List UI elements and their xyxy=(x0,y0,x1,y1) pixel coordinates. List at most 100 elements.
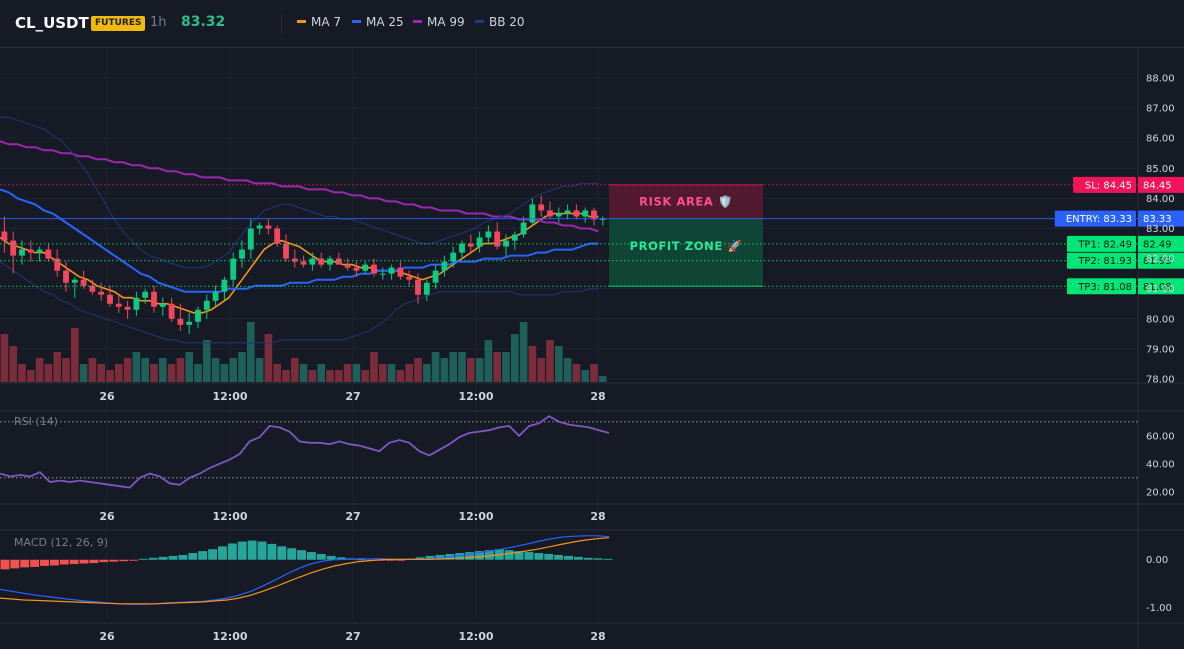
candle-body xyxy=(247,228,254,250)
candle-body xyxy=(300,261,307,265)
price-tick-label: 78.00 xyxy=(1146,374,1175,385)
candle-body xyxy=(45,249,52,259)
macd-histogram-bar xyxy=(257,541,267,560)
candle-body xyxy=(485,231,492,238)
profit-zone-label: PROFIT ZONE 🚀 xyxy=(630,239,743,253)
volume-bar xyxy=(0,334,9,382)
legend-swatch xyxy=(297,20,306,23)
level-tag-label: SL: 84.45 xyxy=(1085,180,1132,191)
macd-histogram-bar xyxy=(208,549,218,560)
macd-histogram-bar xyxy=(178,554,188,560)
legend-ma99[interactable]: MA 99 xyxy=(413,15,465,29)
volume-bar xyxy=(458,352,466,382)
macd-histogram-bar xyxy=(465,552,475,560)
macd-histogram-bar xyxy=(455,553,465,560)
volume-bar xyxy=(317,364,325,382)
indicator-lines-layer xyxy=(0,116,599,344)
macd-histogram-bar xyxy=(554,554,564,560)
axis-price-tag-label: 82.49 xyxy=(1143,239,1172,250)
macd-histogram-bar xyxy=(158,556,168,560)
time-tick-label: 28 xyxy=(590,510,605,523)
macd-histogram-bar xyxy=(188,553,198,560)
candle-body xyxy=(327,258,333,265)
candle-body xyxy=(432,270,439,283)
time-tick-label: 26 xyxy=(99,630,115,643)
volume-bar xyxy=(247,322,255,382)
timeframe-label[interactable]: 1h xyxy=(150,15,167,30)
macd-signal-line xyxy=(0,537,610,605)
volume-bar xyxy=(590,364,598,382)
axis-price-tag xyxy=(1138,235,1184,252)
time-tick-label: 28 xyxy=(590,390,605,403)
time-tick-label: 12:00 xyxy=(458,630,493,643)
macd-histogram-bar xyxy=(30,559,40,567)
volume-bar xyxy=(431,352,440,382)
volume-bar xyxy=(71,328,79,382)
candle-body xyxy=(133,297,140,310)
time-tick-label: 27 xyxy=(345,630,360,643)
candle-body xyxy=(274,228,281,244)
macd-histogram-bar xyxy=(237,541,247,560)
legend-label: MA 25 xyxy=(366,15,404,29)
time-tick-label: 27 xyxy=(345,510,360,523)
candle-body xyxy=(573,210,580,217)
volume-bar xyxy=(440,358,449,382)
candle-body xyxy=(379,273,386,275)
volume-bar xyxy=(194,364,202,382)
macd-histogram-bar xyxy=(593,558,603,560)
axis-price-tag-label: 84.45 xyxy=(1143,180,1172,191)
candle-body xyxy=(582,210,589,217)
candle-body xyxy=(230,258,237,280)
axis-layer: 88.00 87.00 86.00 85.00 84.00 83.00 82.00 81.00… xyxy=(99,74,1174,643)
volume-bar xyxy=(546,340,554,382)
current-price: 83.32 xyxy=(181,14,226,30)
volume-bar xyxy=(229,358,237,382)
macd-histogram-bar xyxy=(484,550,494,560)
price-tick-label: 87.00 xyxy=(1146,104,1175,115)
volume-bar xyxy=(502,352,510,382)
volume-bar xyxy=(27,370,35,382)
macd-histogram-bar xyxy=(544,553,554,560)
level-tag-label: ENTRY: 83.33 xyxy=(1066,214,1132,225)
volume-bar xyxy=(449,352,457,382)
candle-body xyxy=(142,291,149,298)
time-tick-label: 12:00 xyxy=(212,390,247,403)
candle-body xyxy=(36,249,43,253)
volume-bar xyxy=(123,358,132,382)
macd-histogram-bar xyxy=(109,559,119,562)
macd-pane: 0.00 -1.00 xyxy=(0,535,1172,614)
volume-bar xyxy=(159,358,167,382)
candle-body xyxy=(107,294,113,304)
volume-bar xyxy=(484,340,493,382)
candle-body xyxy=(520,222,527,235)
macd-histogram-bar xyxy=(524,552,534,560)
pane-labels: RSI (14) MACD (12, 26, 9) xyxy=(14,415,108,549)
macd-histogram-bar xyxy=(168,555,178,560)
macd-histogram-bar xyxy=(247,540,257,560)
volume-bar xyxy=(379,364,387,382)
trade-overlay-layer: RISK AREA 🛡️ PROFIT ZONE 🚀 SL: 84.45 84.45 E… xyxy=(0,176,1184,295)
legend-label: MA 99 xyxy=(427,15,465,29)
volume-bar xyxy=(106,370,114,382)
legend-bb20[interactable]: BB 20 xyxy=(475,15,525,29)
level-tag xyxy=(1067,252,1136,269)
macd-histogram-bar xyxy=(49,559,59,566)
macd-histogram-bar xyxy=(336,557,346,560)
series-line-bb-20-upper xyxy=(0,116,599,269)
macd-histogram-bar xyxy=(475,551,484,560)
symbol-name[interactable]: CL_USDT xyxy=(15,14,89,32)
legend-ma7[interactable]: MA 7 xyxy=(297,15,341,29)
volume-bar xyxy=(423,364,431,382)
volume-bar xyxy=(150,364,158,382)
macd-histogram-bar xyxy=(326,555,336,560)
legend-ma25[interactable]: MA 25 xyxy=(352,15,404,29)
volume-bar xyxy=(44,364,53,382)
legend-swatch xyxy=(475,20,484,23)
macd-histogram-bar xyxy=(583,557,593,560)
price-tick-label: 85.00 xyxy=(1146,164,1175,175)
axis-price-tag-label: 81.08 xyxy=(1143,282,1172,293)
volume-bar xyxy=(167,364,176,382)
rsi-line xyxy=(0,415,610,489)
macd-histogram-bar xyxy=(129,559,138,561)
